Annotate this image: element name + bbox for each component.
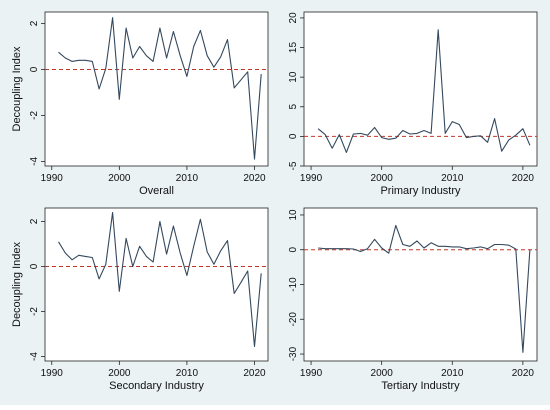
y-tick-label: 10 [288, 71, 299, 83]
x-tick-label: 2020 [243, 173, 266, 184]
x-tick-label: 1990 [41, 173, 64, 184]
y-tick-label: 2 [29, 218, 40, 224]
y-tick-label: -4 [29, 352, 40, 361]
panel-title: Secondary Industry [109, 380, 204, 392]
panel-2: 1990 2000 2010 2020 -5 0 5 10 15 20 Primary Indust… [288, 11, 538, 197]
plot-area [303, 11, 538, 167]
plot-area [44, 11, 269, 167]
panel-title: Primary Industry [380, 185, 461, 197]
x-tick-label: 1990 [41, 368, 64, 379]
y-tick-label: -30 [288, 346, 299, 361]
plot-area [303, 207, 538, 362]
x-tick-label: 2000 [108, 368, 131, 379]
series-line [58, 17, 262, 160]
x-tick-label: 2010 [176, 173, 199, 184]
x-tick-label: 2010 [441, 173, 464, 184]
x-tick-label: 2000 [371, 173, 394, 184]
y-tick-label: 2 [29, 20, 40, 26]
panel-title: Tertiary Industry [381, 380, 460, 392]
y-tick-label: -20 [288, 312, 299, 327]
y-tick-label: 0 [288, 133, 299, 139]
x-tick-label: 2020 [243, 368, 266, 379]
y-tick-label: -2 [29, 307, 40, 316]
series-line [318, 224, 531, 353]
x-tick-label: 2020 [512, 368, 535, 379]
series-line [58, 211, 262, 347]
x-tick-label: 2020 [512, 173, 535, 184]
panel-title: Overall [139, 185, 174, 197]
x-tick-label: 2000 [108, 173, 131, 184]
panel-3: 1990 2000 2010 2020 -4 -2 0 2 Secondary Industry… [11, 207, 269, 392]
panel-1: 1990 2000 2010 2020 -4 -2 0 2 Overall Decoupling … [11, 11, 269, 197]
y-tick-label: -2 [29, 111, 40, 120]
y-tick-label: 20 [288, 12, 299, 24]
plot-area [44, 207, 269, 362]
y-tick-label: -5 [288, 161, 299, 170]
y-tick-label: 0 [29, 66, 40, 72]
y-tick-label: 5 [288, 104, 299, 110]
panel-4: 1990 2000 2010 2020 -30 -20 -10 0 10 Tertiary Ind… [288, 207, 538, 392]
x-tick-label: 2010 [176, 368, 199, 379]
x-tick-label: 1990 [300, 368, 323, 379]
y-tick-label: -4 [29, 157, 40, 166]
y-tick-label: -10 [288, 277, 299, 292]
y-axis-label: Decoupling Index [11, 242, 23, 328]
y-axis-label: Decoupling Index [11, 46, 23, 132]
y-tick-label: 0 [29, 263, 40, 269]
y-tick-label: 15 [288, 42, 299, 54]
x-tick-label: 1990 [300, 173, 323, 184]
y-tick-label: 10 [288, 209, 299, 221]
x-tick-label: 2000 [371, 368, 394, 379]
x-tick-label: 2010 [441, 368, 464, 379]
y-tick-label: 0 [288, 247, 299, 253]
series-line [317, 29, 531, 153]
